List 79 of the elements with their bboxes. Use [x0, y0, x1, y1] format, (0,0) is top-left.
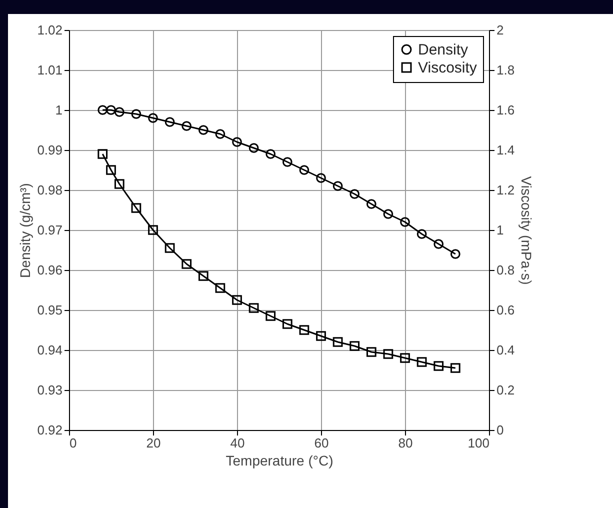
- x-tick-label: 0: [70, 436, 77, 450]
- point: [450, 363, 460, 373]
- y2-tick-label: 2: [496, 22, 504, 38]
- y-tick-label: 0.96: [37, 262, 62, 278]
- point: [98, 105, 108, 115]
- y2-tick-label: 1.8: [496, 62, 515, 78]
- y-tick-label: 0.93: [37, 382, 62, 398]
- y-tick-label: 0.98: [37, 182, 62, 198]
- point: [131, 203, 142, 213]
- y-axis-title: Density (g/cm³): [17, 183, 34, 278]
- y2-tick-label: 1: [496, 222, 504, 238]
- x-tick-label: 40: [230, 436, 245, 450]
- point: [383, 349, 394, 359]
- point: [350, 189, 360, 199]
- point: [450, 249, 460, 259]
- point: [400, 217, 410, 227]
- x-tick-label: 80: [398, 436, 413, 450]
- point: [232, 137, 242, 147]
- point: [299, 325, 310, 335]
- y2-tick-label: 0: [496, 422, 504, 438]
- point: [366, 347, 376, 357]
- y-tick-label: 0.97: [37, 222, 62, 238]
- legend-label: Viscosity: [418, 60, 478, 76]
- x-tick-label: 60: [314, 436, 329, 450]
- y-tick-label: 1.02: [37, 22, 62, 38]
- point: [434, 239, 444, 249]
- point: [106, 105, 116, 115]
- point: [266, 311, 276, 321]
- y2-tick-label: 1.6: [496, 102, 515, 118]
- y2-tick-label: 0.6: [496, 302, 515, 318]
- x-tick-label: 20: [146, 436, 161, 450]
- point: [316, 173, 326, 183]
- point: [164, 243, 175, 253]
- point: [215, 283, 226, 293]
- point: [434, 361, 444, 371]
- y2-tick-label: 1.4: [496, 142, 515, 158]
- point: [182, 259, 192, 269]
- y2-tick-label: 0.4: [496, 342, 515, 358]
- point: [198, 271, 208, 281]
- y2-tick-label: 0.8: [496, 262, 515, 278]
- point: [106, 165, 116, 175]
- x-axis-title: Temperature (°C): [226, 452, 334, 468]
- y2-tick-label: 1.2: [496, 182, 515, 198]
- point: [332, 337, 343, 347]
- point: [114, 107, 124, 117]
- point: [248, 303, 259, 313]
- point: [332, 181, 343, 191]
- point: [198, 125, 208, 135]
- y2-tick-label: 0.2: [496, 382, 515, 398]
- point: [416, 357, 427, 367]
- point: [215, 129, 226, 139]
- y2-axis-title: Viscosity (mPa·s): [518, 176, 535, 285]
- point: [350, 341, 360, 351]
- y-tick-label: 1: [55, 102, 62, 118]
- point: [182, 121, 192, 131]
- point: [232, 295, 242, 305]
- point: [266, 149, 276, 159]
- point: [248, 143, 259, 153]
- y-tick-label: 0.99: [37, 142, 62, 158]
- point: [98, 149, 108, 159]
- point: [131, 109, 142, 119]
- point: [282, 157, 292, 167]
- y-tick-label: 0.95: [37, 302, 62, 318]
- point: [416, 229, 427, 239]
- point: [366, 199, 376, 209]
- y-tick-label: 0.92: [37, 422, 62, 438]
- point: [164, 117, 175, 127]
- point: [148, 113, 158, 123]
- point: [299, 165, 310, 175]
- legend-label: Density: [418, 42, 469, 58]
- y-tick-label: 1.01: [37, 62, 62, 78]
- point: [400, 353, 410, 363]
- point: [282, 319, 292, 329]
- x-tick-label: 100: [468, 436, 490, 450]
- point: [148, 225, 158, 235]
- point: [114, 179, 124, 189]
- point: [383, 209, 394, 219]
- y-tick-label: 0.94: [37, 342, 62, 358]
- point: [316, 331, 326, 341]
